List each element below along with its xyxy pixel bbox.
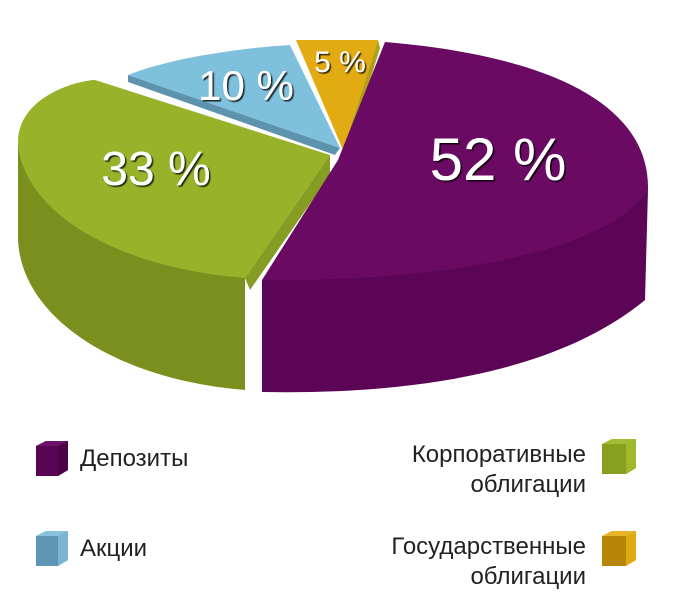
- legend-label-corporate-bonds: Корпоративные облигации: [412, 440, 586, 500]
- legend-label-government-bonds: Государственные облигации: [391, 532, 586, 592]
- cube-icon-deposits: [36, 441, 68, 476]
- legend-label-line1: Государственные: [391, 533, 586, 560]
- cube-icon-corporate-bonds: [602, 439, 636, 474]
- cube-icon-stocks: [36, 531, 68, 566]
- label-corporate-bonds: 33 %: [101, 143, 210, 196]
- legend-label-line2: облигации: [470, 563, 586, 590]
- label-stocks: 10 %: [198, 62, 294, 109]
- slice-stocks: [128, 45, 340, 155]
- legend-label-line2: облигации: [470, 471, 586, 498]
- legend-item-government-bonds: Государственные облигации: [391, 531, 638, 592]
- legend-label-deposits: Депозиты: [80, 445, 189, 472]
- slice-corporate-bonds: [18, 80, 330, 390]
- label-government-bonds: 5 %: [314, 46, 366, 79]
- legend-item-deposits: Депозиты: [32, 440, 188, 478]
- legend-label-stocks: Акции: [80, 535, 148, 562]
- cube-icon-government-bonds: [602, 531, 636, 566]
- pie-chart: 52 % 33 % 10 % 5 %: [18, 40, 649, 393]
- legend-item-corporate-bonds: Корпоративные облигации: [412, 439, 638, 500]
- label-deposits: 52 %: [430, 126, 567, 193]
- legend-label-line1: Корпоративные: [411, 441, 586, 468]
- slice-deposits: [262, 42, 649, 393]
- legend-item-stocks: Акции: [32, 530, 147, 568]
